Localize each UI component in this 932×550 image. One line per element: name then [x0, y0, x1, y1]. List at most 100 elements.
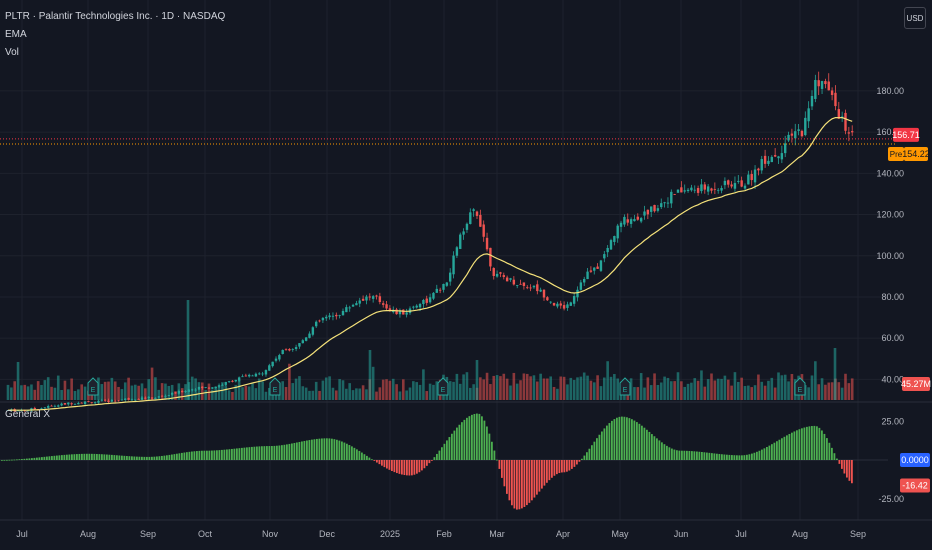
earnings-marker[interactable]: E: [619, 377, 631, 396]
earnings-marker[interactable]: E: [87, 377, 99, 396]
candle-body: [747, 174, 750, 185]
indicator-legend[interactable]: General X: [5, 409, 51, 420]
oscillator-bar: [773, 442, 776, 460]
oscillator-bar: [543, 460, 546, 486]
oscillator-bar: [253, 446, 256, 460]
volume-bar: [569, 377, 573, 400]
oscillator-bar: [196, 451, 198, 460]
volume-bar: [737, 381, 740, 400]
candle-body: [757, 168, 760, 171]
volume-bar: [281, 381, 284, 400]
volume-bar: [676, 372, 680, 400]
earnings-marker[interactable]: E: [269, 377, 281, 396]
volume-bar: [381, 379, 385, 400]
oscillator-bar: [848, 460, 851, 481]
oscillator-bar: [818, 427, 821, 460]
volume-bar: [321, 380, 325, 400]
currency-button[interactable]: USD: [904, 7, 926, 29]
candle-body: [696, 188, 700, 193]
candle-body: [435, 288, 438, 293]
candle-body: [355, 303, 358, 306]
candle-body: [449, 272, 452, 282]
candle-body: [485, 237, 489, 250]
oscillator-bar: [306, 440, 308, 460]
candle-body: [224, 382, 227, 385]
volume-bar: [308, 390, 311, 400]
oscillator-bar: [801, 428, 803, 460]
volume-bar: [73, 390, 77, 400]
oscillator-bar: [528, 460, 531, 503]
candle-body: [274, 358, 278, 361]
oscillator-bar: [261, 446, 263, 460]
oscillator-bar: [576, 460, 578, 465]
volume-bar: [609, 376, 613, 400]
candle-body: [365, 296, 368, 301]
oscillator-bar: [548, 460, 551, 481]
osc-value-badge: -16.42: [902, 480, 928, 490]
price-lines: [0, 138, 896, 145]
volume-badge: 45.27M: [901, 379, 931, 389]
oscillator-bar: [836, 458, 838, 460]
candle-body: [686, 189, 690, 192]
volume-legend[interactable]: Vol: [5, 47, 19, 58]
volume-bar: [579, 376, 583, 400]
candle-body: [606, 247, 609, 253]
oscillator-bar: [441, 447, 443, 460]
volume-bar: [398, 391, 402, 400]
volume-bar: [422, 369, 425, 400]
oscillator-bar: [456, 427, 458, 460]
oscillator-bar: [141, 456, 143, 460]
volume-bar: [30, 384, 33, 400]
volume-bar: [107, 381, 110, 400]
oscillator-bar: [686, 450, 688, 460]
volume-bar: [204, 390, 207, 400]
volume-bar: [783, 374, 787, 400]
oscillator-bar: [641, 425, 643, 460]
earnings-marker[interactable]: E: [437, 377, 449, 396]
candle-body: [341, 310, 345, 316]
oscillator-bar: [403, 460, 406, 476]
ema-legend[interactable]: EMA: [5, 29, 27, 40]
volume-bar: [46, 377, 50, 400]
candle-body: [700, 184, 703, 192]
volume-bar: [130, 385, 134, 400]
volume-bar: [264, 391, 268, 400]
candle-body: [804, 117, 807, 136]
oscillator-bar: [158, 456, 161, 460]
oscillator-bar: [308, 440, 311, 460]
volume-bar: [100, 384, 104, 400]
candle-body: [539, 289, 542, 292]
oscillator-bar: [128, 456, 131, 460]
oscillator-bar: [813, 425, 816, 460]
volume-bar: [850, 378, 854, 400]
oscillator-bar: [316, 438, 318, 460]
oscillator-bar: [798, 429, 801, 460]
oscillator-bar: [88, 453, 91, 460]
volume-bar: [324, 377, 328, 400]
oscillator-bar: [198, 450, 201, 460]
volume-bar: [489, 384, 492, 400]
oscillator-bar: [383, 460, 386, 468]
volume-bar: [536, 381, 539, 400]
candle-body: [851, 131, 854, 133]
oscillator-bar: [338, 440, 341, 460]
oscillator-bar: [816, 426, 818, 460]
oscillator-bar: [76, 454, 78, 460]
candle-body: [830, 90, 834, 95]
candle-body: [593, 267, 596, 271]
oscillator-bar: [428, 460, 431, 464]
candle-body: [294, 347, 298, 350]
candle-body: [130, 399, 134, 401]
symbol-title[interactable]: PLTR · Palantir Technologies Inc. · 1D ·…: [5, 11, 226, 22]
volume-bar: [663, 376, 666, 400]
oscillator-bar: [386, 460, 388, 469]
candle-body: [452, 255, 455, 275]
candle-body: [405, 312, 408, 315]
earnings-marker[interactable]: E: [794, 377, 806, 396]
volume-bar: [532, 375, 536, 400]
oscillator-bar: [426, 460, 428, 466]
volume-bar: [592, 382, 596, 400]
oscillator-bar: [123, 455, 126, 460]
